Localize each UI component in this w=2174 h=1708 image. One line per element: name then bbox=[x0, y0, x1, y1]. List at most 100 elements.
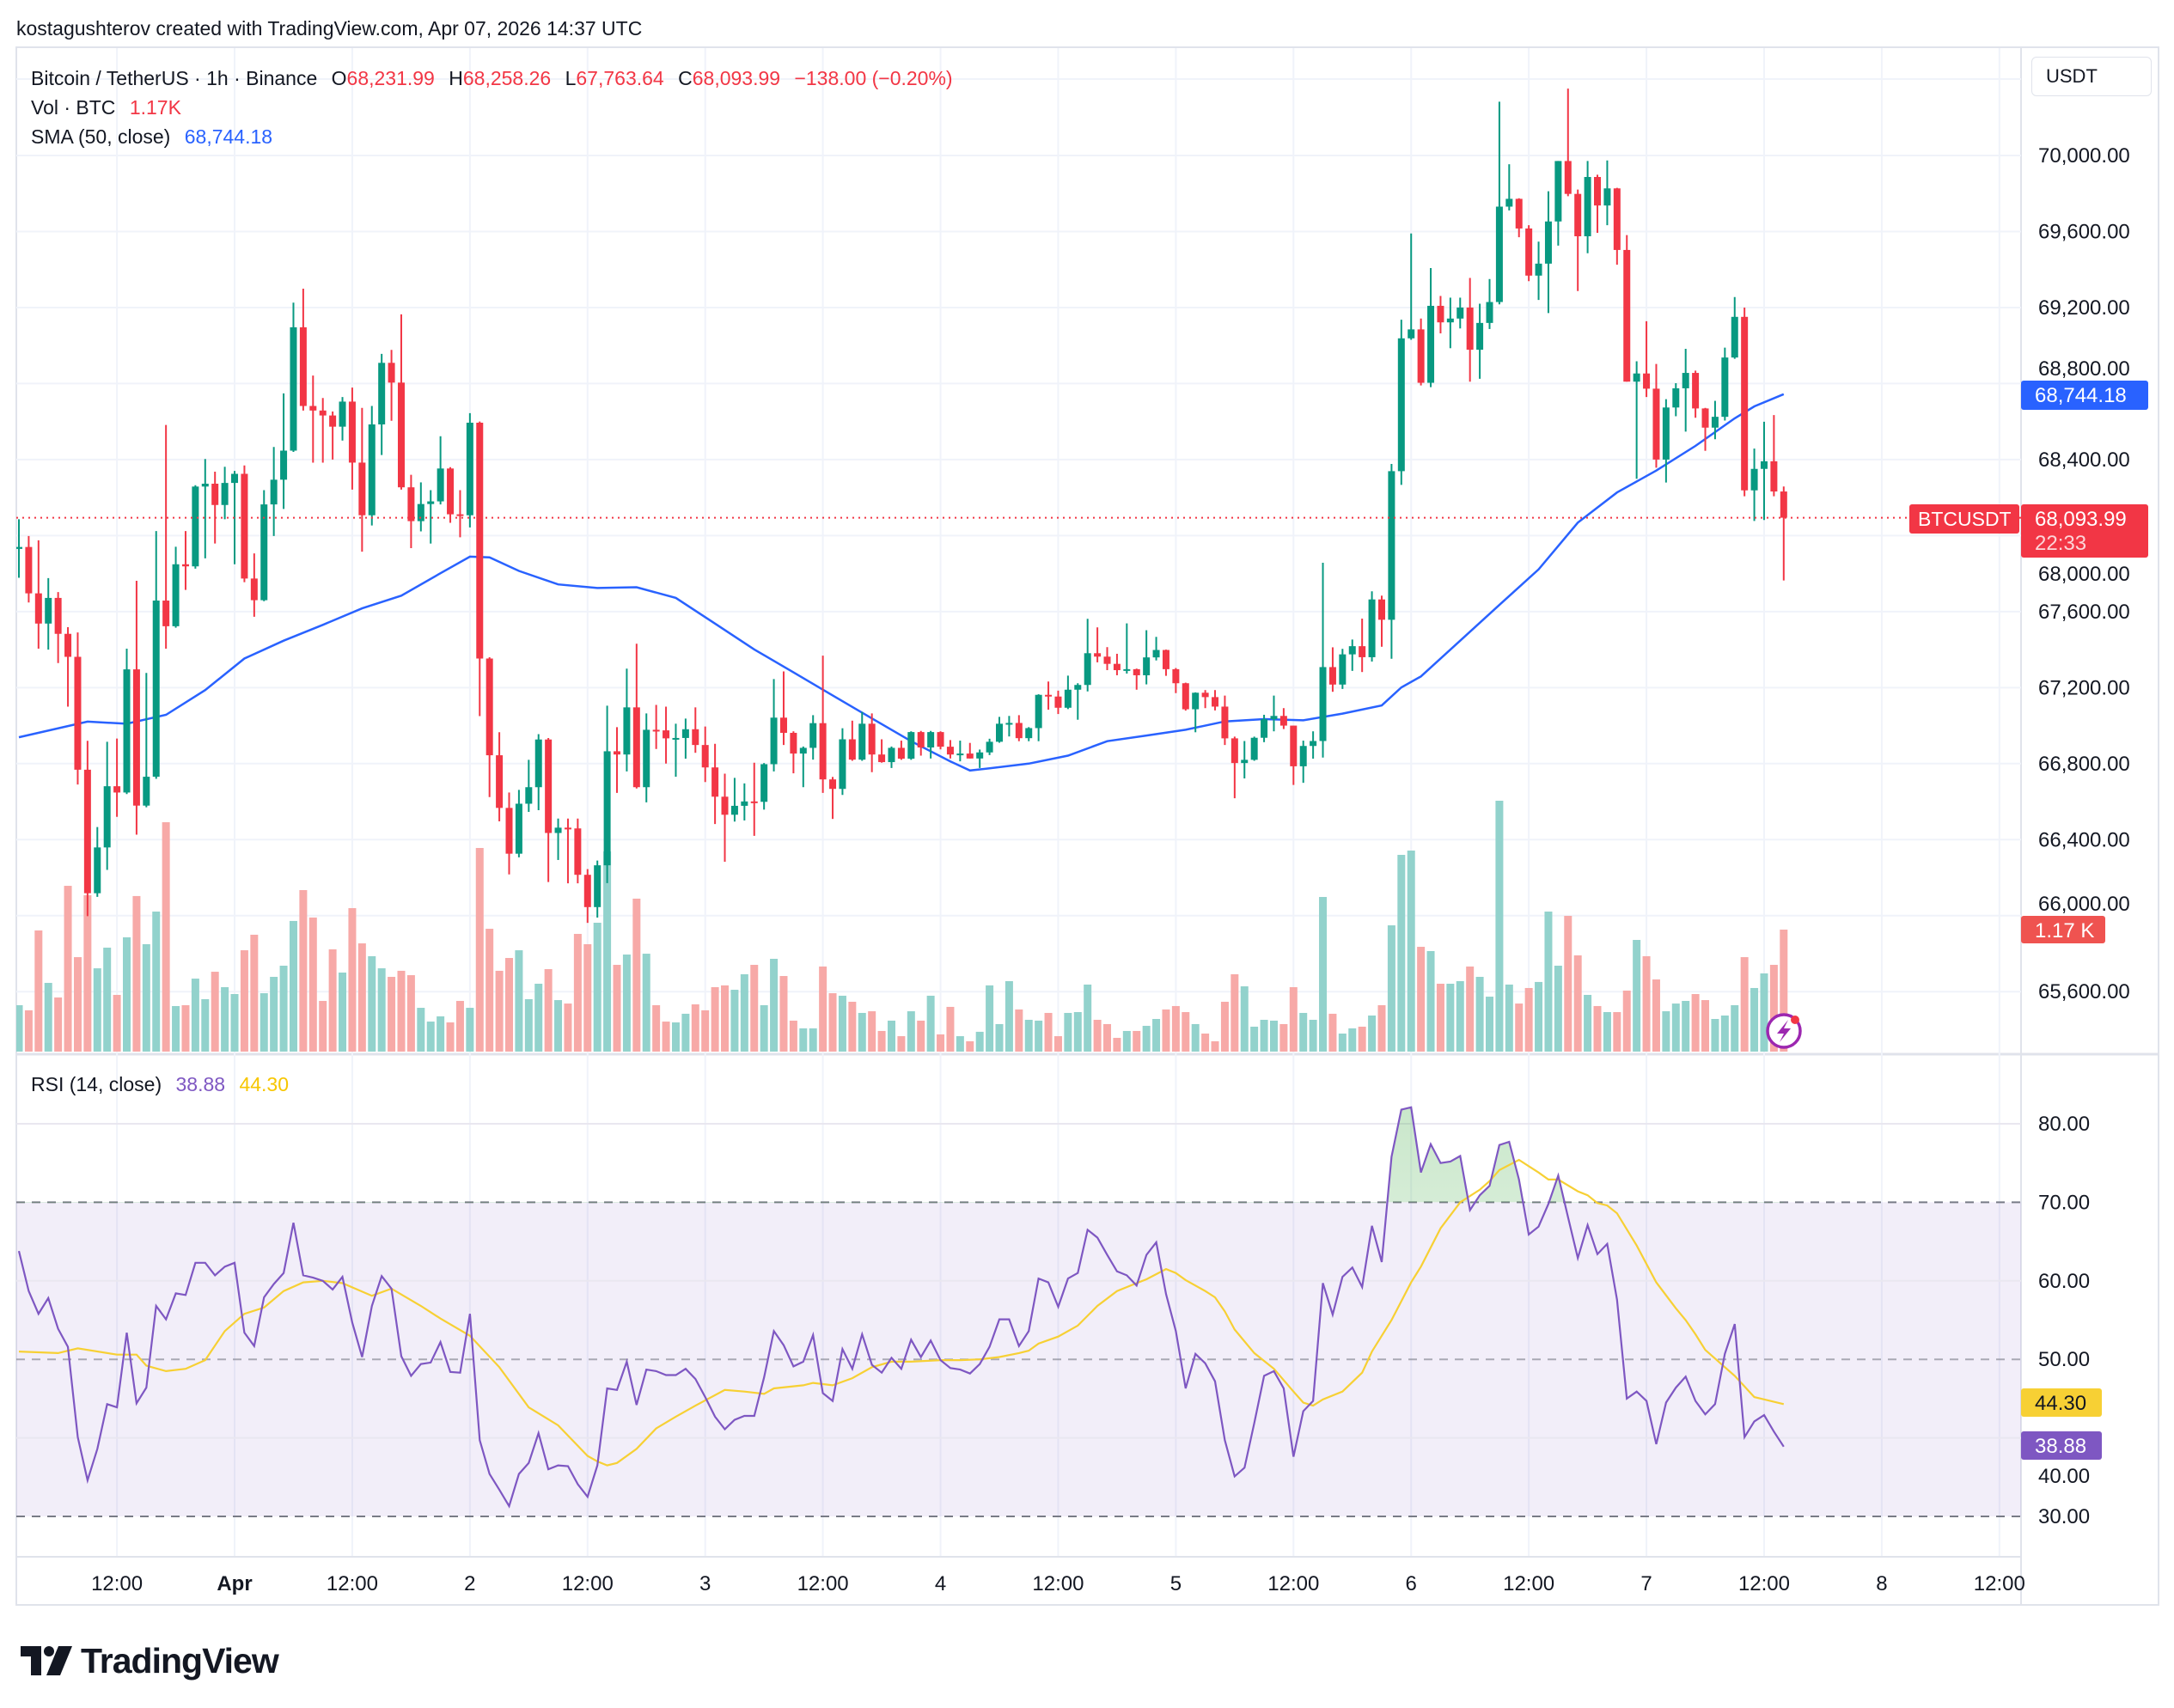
rsi-label[interactable]: RSI (14, close) bbox=[31, 1073, 162, 1095]
candle bbox=[241, 465, 248, 583]
candle-body bbox=[839, 739, 846, 790]
rsi-badge-text: 38.88 bbox=[2035, 1435, 2086, 1458]
lightning-icon[interactable] bbox=[1766, 1013, 1802, 1049]
volume-bar bbox=[132, 895, 141, 1052]
candle-body bbox=[260, 504, 268, 601]
volume-bar bbox=[1524, 987, 1533, 1052]
tradingview-logo-icon bbox=[21, 1646, 72, 1675]
candle bbox=[485, 656, 493, 797]
candle-body bbox=[427, 501, 435, 504]
volume-bar bbox=[868, 1011, 876, 1052]
candle-body bbox=[54, 597, 62, 634]
candle bbox=[652, 705, 660, 749]
candle bbox=[1143, 630, 1151, 685]
candle-body bbox=[966, 753, 974, 759]
price-tick-label: 66,800.00 bbox=[2038, 753, 2130, 776]
volume-label[interactable]: Vol · BTC bbox=[31, 96, 116, 119]
candle bbox=[1368, 591, 1376, 662]
tradingview-logo[interactable]: TradingView bbox=[21, 1640, 279, 1681]
candle-body bbox=[574, 828, 582, 875]
candle bbox=[45, 577, 52, 650]
volume-bar bbox=[534, 983, 543, 1052]
candle-body bbox=[1279, 716, 1287, 726]
volume-bar bbox=[348, 908, 357, 1052]
volume-bar bbox=[211, 972, 219, 1052]
candle-body bbox=[829, 779, 837, 790]
volume-bar bbox=[809, 1028, 817, 1052]
candle bbox=[1328, 647, 1336, 692]
candle bbox=[663, 706, 670, 764]
candle bbox=[74, 632, 82, 785]
candle bbox=[1319, 563, 1327, 758]
sma-label[interactable]: SMA (50, close) bbox=[31, 125, 171, 148]
candle bbox=[614, 727, 621, 793]
candle-body bbox=[760, 764, 768, 802]
candle bbox=[1290, 725, 1298, 785]
candle bbox=[1711, 400, 1719, 440]
candle-body bbox=[643, 729, 650, 788]
candle-body bbox=[779, 717, 787, 733]
candle bbox=[750, 762, 758, 836]
candle bbox=[368, 406, 376, 526]
volume-bar bbox=[1417, 947, 1426, 1052]
volume-bar bbox=[1780, 930, 1788, 1052]
candle bbox=[897, 741, 905, 760]
candle-body bbox=[1152, 650, 1160, 658]
candle-body bbox=[1672, 387, 1680, 408]
volume-bar bbox=[505, 958, 513, 1052]
candle bbox=[1388, 463, 1395, 659]
candle bbox=[1515, 198, 1523, 238]
volume-bar bbox=[1269, 1020, 1278, 1052]
volume-bar bbox=[1603, 1012, 1611, 1052]
volume-bar bbox=[319, 1001, 327, 1052]
candle bbox=[1544, 191, 1552, 314]
tradingview-logo-text: TradingView bbox=[81, 1640, 279, 1681]
price-tick-label: 70,000.00 bbox=[2038, 144, 2130, 168]
candle-body bbox=[1701, 408, 1709, 428]
candle bbox=[1427, 267, 1435, 387]
candle bbox=[1770, 415, 1778, 497]
candle-body bbox=[1231, 738, 1238, 764]
volume-bar bbox=[1662, 1011, 1670, 1052]
volume-bar bbox=[662, 1022, 670, 1052]
volume-bar bbox=[721, 985, 730, 1052]
symbol-title[interactable]: Bitcoin / TetherUS · 1h · Binance bbox=[31, 67, 318, 89]
candle-body bbox=[1054, 696, 1062, 708]
currency-selector[interactable]: USDT bbox=[2031, 57, 2152, 96]
open-value: 68,231.99 bbox=[346, 67, 435, 89]
candle-body bbox=[534, 739, 542, 788]
candle bbox=[181, 531, 189, 590]
candle-body bbox=[770, 717, 778, 765]
volume-bar bbox=[172, 1005, 180, 1052]
volume-bar bbox=[907, 1011, 915, 1052]
candle bbox=[1103, 647, 1111, 670]
candle bbox=[1299, 741, 1307, 784]
price-tick-label: 66,400.00 bbox=[2038, 828, 2130, 851]
volume-bar bbox=[201, 998, 210, 1052]
candle-body bbox=[663, 730, 670, 739]
candle-body bbox=[1495, 206, 1503, 302]
candle bbox=[1045, 681, 1053, 710]
candle bbox=[358, 407, 366, 552]
sma-line bbox=[18, 393, 1785, 772]
volume-bar bbox=[1368, 1016, 1377, 1052]
volume-bar bbox=[1544, 912, 1553, 1052]
volume-bar bbox=[671, 1022, 680, 1052]
candle-body bbox=[1535, 263, 1542, 276]
volume-bar bbox=[455, 1001, 464, 1052]
candle bbox=[1015, 715, 1023, 741]
candle-body bbox=[956, 753, 964, 756]
candle-body bbox=[1750, 468, 1758, 491]
volume-bar bbox=[956, 1036, 964, 1052]
candle-body bbox=[1408, 329, 1415, 339]
candle bbox=[1348, 639, 1356, 671]
candle-body bbox=[358, 462, 366, 515]
candle-body bbox=[1525, 228, 1533, 276]
volume-bar bbox=[162, 822, 170, 1052]
candle bbox=[162, 424, 170, 649]
volume-bar bbox=[573, 933, 582, 1052]
candle bbox=[211, 472, 219, 544]
volume-bar bbox=[603, 851, 612, 1052]
candle-body bbox=[937, 732, 944, 747]
